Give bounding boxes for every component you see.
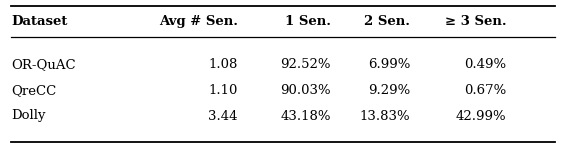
Text: 1.08: 1.08 [208, 58, 238, 71]
Text: 2 Sen.: 2 Sen. [365, 15, 410, 28]
Text: 1.10: 1.10 [208, 84, 238, 97]
Text: 3.44: 3.44 [208, 109, 238, 123]
Text: Avg # Sen.: Avg # Sen. [158, 15, 238, 28]
Text: 42.99%: 42.99% [456, 109, 507, 123]
Text: QreCC: QreCC [11, 84, 57, 97]
Text: OR-QuAC: OR-QuAC [11, 58, 76, 71]
Text: ≥ 3 Sen.: ≥ 3 Sen. [445, 15, 507, 28]
Text: 43.18%: 43.18% [281, 109, 331, 123]
Text: 0.49%: 0.49% [465, 58, 507, 71]
Text: 13.83%: 13.83% [360, 109, 410, 123]
Text: Dataset: Dataset [11, 15, 68, 28]
Text: 90.03%: 90.03% [281, 84, 331, 97]
Text: Dolly: Dolly [11, 109, 46, 123]
Text: 92.52%: 92.52% [281, 58, 331, 71]
Text: 0.67%: 0.67% [464, 84, 507, 97]
Text: 9.29%: 9.29% [368, 84, 410, 97]
Text: 1 Sen.: 1 Sen. [285, 15, 331, 28]
Text: 6.99%: 6.99% [368, 58, 410, 71]
